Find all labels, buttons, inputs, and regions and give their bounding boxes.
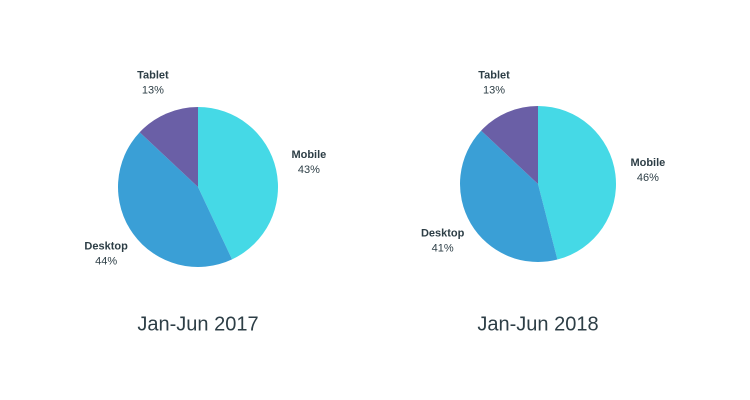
slice-label: Tablet [137, 70, 169, 82]
pie-slice [459, 130, 558, 262]
slice-label: Mobile [291, 149, 326, 161]
slice-value-label: 46% [637, 172, 659, 184]
chart-title: Jan-Jun 2017 [137, 313, 258, 335]
chart-title: Jan-Jun 2018 [477, 313, 598, 335]
slice-label: Desktop [84, 241, 128, 253]
slice-label: Tablet [478, 69, 510, 81]
pie-slice [139, 107, 198, 187]
pie-slice [481, 106, 538, 184]
slice-value-label: 44% [95, 256, 117, 268]
slice-label: Desktop [421, 227, 465, 239]
pie-slice [538, 106, 617, 260]
slice-value-label: 13% [483, 84, 505, 96]
pie-slice [198, 107, 279, 260]
pie-slice [117, 132, 233, 268]
slice-value-label: 41% [432, 242, 454, 254]
slice-value-label: 13% [142, 85, 164, 97]
slice-value-label: 43% [298, 164, 320, 176]
slice-label: Mobile [630, 157, 665, 169]
